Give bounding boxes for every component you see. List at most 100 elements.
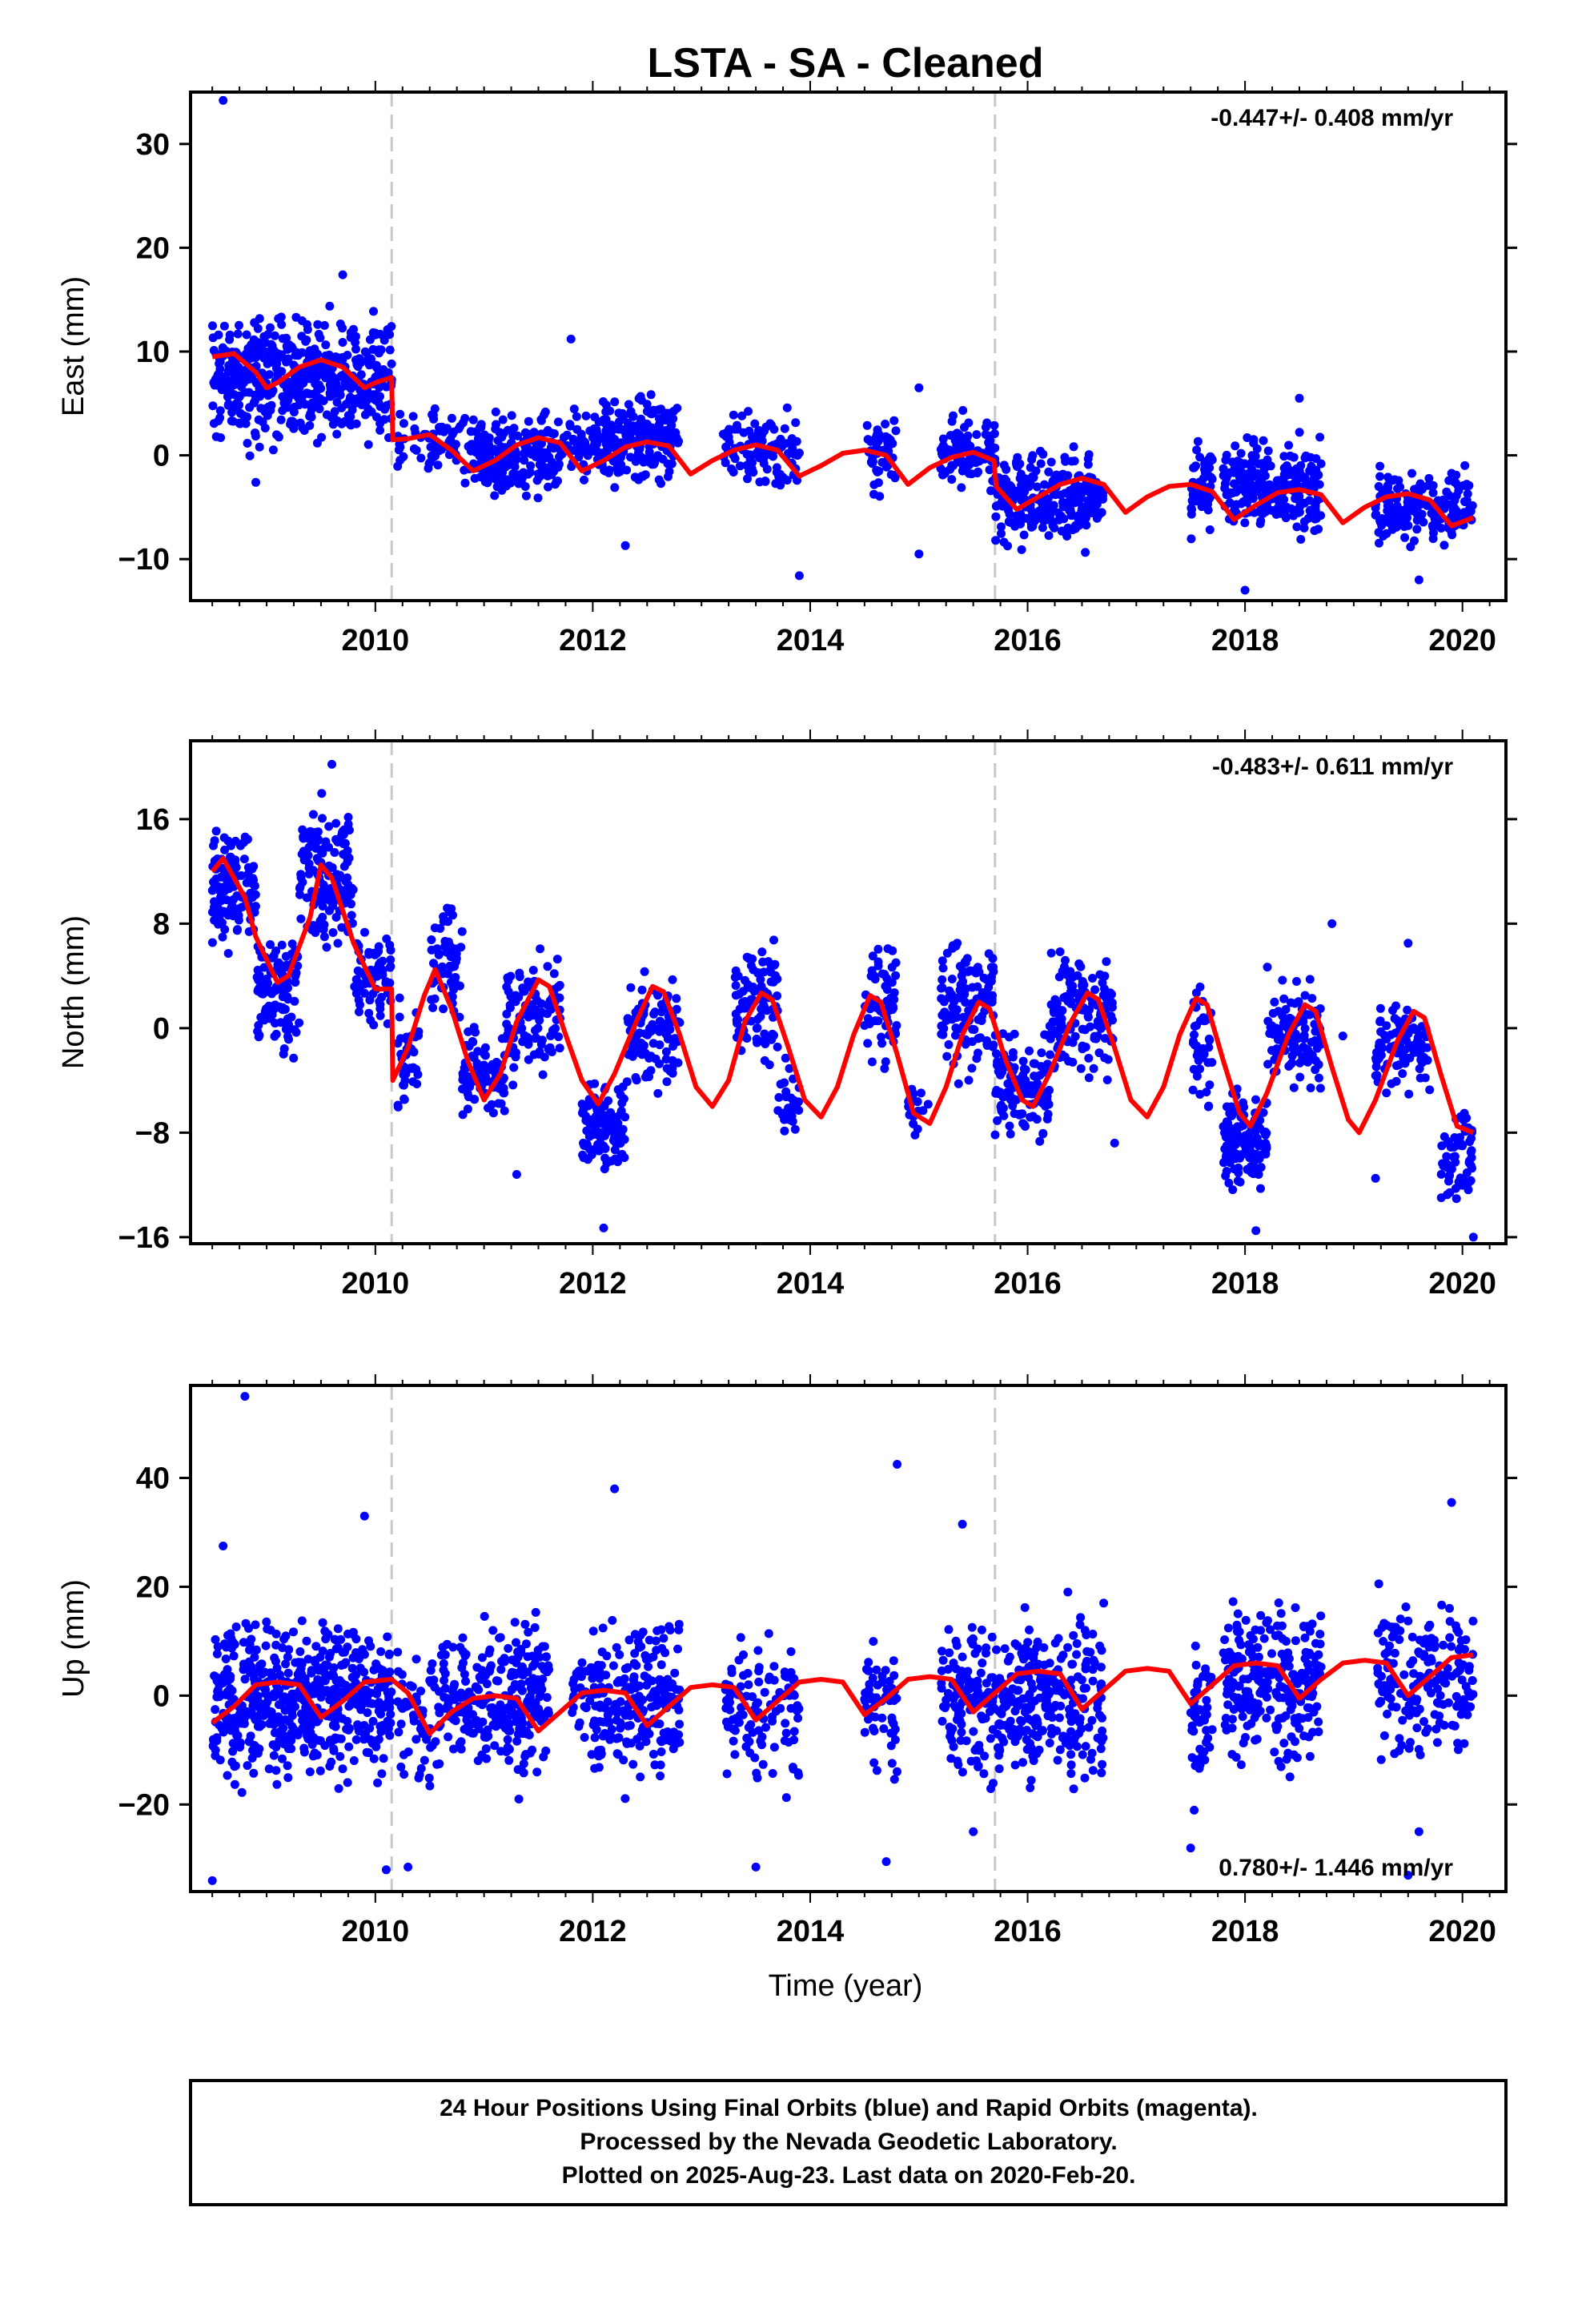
north-data-point <box>951 1031 960 1040</box>
east-data-point <box>480 477 490 487</box>
east-data-point <box>881 420 890 428</box>
east-data-point <box>1307 461 1316 471</box>
up-data-point <box>255 1699 264 1708</box>
north-data-point <box>1452 1194 1461 1204</box>
up-data-point <box>386 1710 396 1719</box>
east-data-point <box>1056 511 1066 521</box>
north-data-point <box>1106 988 1115 998</box>
east-data-point <box>349 381 359 391</box>
east-data-point <box>669 407 678 416</box>
east-data-point <box>380 404 390 414</box>
east-data-point <box>303 325 312 334</box>
east-data-point <box>235 391 244 400</box>
east-data-point <box>1220 484 1230 493</box>
north-x-tick-label: 2014 <box>777 1267 845 1301</box>
north-data-point <box>877 1039 887 1048</box>
up-data-point <box>349 1756 359 1765</box>
east-data-point <box>231 359 240 368</box>
north-data-point <box>769 935 778 945</box>
east-data-point <box>396 409 405 419</box>
north-data-point <box>1416 1055 1426 1065</box>
north-data-point <box>777 1110 787 1120</box>
up-data-point <box>338 1764 347 1774</box>
up-data-point <box>311 1642 321 1651</box>
up-data-point <box>261 1641 271 1651</box>
up-data-point <box>281 1631 291 1641</box>
east-data-point <box>1006 487 1016 497</box>
north-data-point <box>1379 1031 1389 1040</box>
east-y-axis-label: East (mm) <box>57 276 90 416</box>
north-data-point <box>340 838 350 848</box>
north-data-point <box>505 1003 515 1012</box>
east-data-point <box>598 397 608 406</box>
up-data-point <box>425 1676 435 1685</box>
east-data-point <box>228 416 238 426</box>
north-data-point <box>1445 1188 1455 1197</box>
north-data-point <box>1279 994 1289 1003</box>
east-data-point <box>313 385 323 395</box>
up-data-point <box>376 1704 386 1714</box>
north-data-point <box>947 975 957 983</box>
north-data-point <box>668 1055 677 1065</box>
up-data-point <box>458 1633 468 1642</box>
north-data-point <box>457 927 467 936</box>
east-data-point <box>289 408 299 416</box>
north-data-point <box>518 1037 528 1047</box>
east-data-point <box>349 395 359 404</box>
east-data-point <box>1207 474 1217 484</box>
up-data-point <box>351 1696 361 1706</box>
north-data-point <box>543 962 552 971</box>
north-data-point <box>504 976 513 986</box>
east-data-point <box>427 451 436 460</box>
up-data-point <box>385 1667 395 1677</box>
east-data-point <box>1070 456 1079 466</box>
north-data-point <box>1268 1008 1278 1018</box>
north-data-point <box>276 1018 286 1027</box>
north-data-point <box>970 1025 979 1035</box>
up-data-point <box>336 1734 346 1743</box>
north-data-point <box>1043 1059 1052 1069</box>
up-data-point <box>223 1630 232 1640</box>
north-data-point <box>989 967 998 976</box>
up-data-point <box>377 1769 387 1779</box>
east-data-point <box>1296 535 1306 544</box>
up-data-point <box>239 1659 248 1669</box>
north-data-point <box>283 983 292 993</box>
east-data-point <box>363 404 373 413</box>
north-data-point <box>1307 994 1317 1003</box>
north-data-point <box>1106 1001 1116 1011</box>
up-data-point <box>393 1647 403 1657</box>
east-data-point <box>256 404 266 413</box>
north-data-point <box>318 902 327 911</box>
north-data-point <box>624 1017 633 1027</box>
north-data-point <box>220 925 230 935</box>
east-data-point <box>1267 482 1276 492</box>
north-x-tick-label: 2020 <box>1428 1267 1496 1301</box>
north-data-point <box>998 1068 1007 1077</box>
north-data-point <box>1222 1152 1231 1162</box>
east-data-point <box>638 472 648 481</box>
north-data-point <box>1095 970 1105 979</box>
north-data-point <box>961 958 970 967</box>
north-data-point <box>1371 1062 1381 1072</box>
north-data-point <box>1046 1050 1055 1059</box>
north-data-point <box>337 923 347 932</box>
east-data-point <box>780 424 789 433</box>
east-data-point <box>641 455 651 464</box>
north-data-point <box>1055 947 1065 956</box>
north-data-point <box>296 914 306 923</box>
east-data-point <box>338 338 347 347</box>
up-data-point <box>289 1627 298 1637</box>
north-data-point <box>973 963 982 972</box>
east-data-point <box>273 370 283 380</box>
north-data-point <box>1029 1059 1038 1068</box>
east-data-point <box>1079 519 1089 529</box>
east-data-point <box>1196 477 1206 487</box>
north-data-point <box>1398 1069 1407 1079</box>
north-data-point <box>448 992 457 1002</box>
north-data-point <box>296 873 306 883</box>
east-data-point <box>1239 497 1248 506</box>
north-data-point <box>1190 1040 1199 1050</box>
east-plot-frame <box>189 90 1508 602</box>
up-data-point <box>295 1694 305 1703</box>
